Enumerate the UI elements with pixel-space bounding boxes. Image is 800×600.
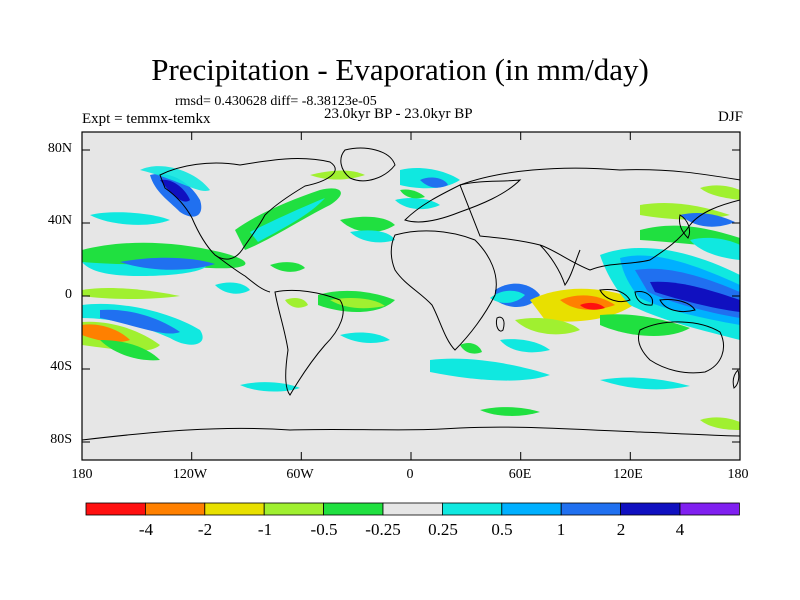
colorbar-box xyxy=(560,502,622,516)
anomaly-patch xyxy=(285,297,308,308)
anomaly-patch xyxy=(700,417,740,430)
colorbar-label: 2 xyxy=(616,520,626,539)
colorbar-box xyxy=(679,502,740,516)
colorbar-label: 4 xyxy=(675,520,685,539)
stats-text: rmsd= 0.430628 diff= -8.38123e-05 xyxy=(175,94,377,109)
lon-label-0: 0 xyxy=(406,467,414,482)
colorbar-label: 1 xyxy=(556,520,566,539)
lat-label-80n: 80N xyxy=(47,141,72,156)
anomaly-patch xyxy=(100,340,160,361)
anomaly-patch xyxy=(350,230,395,243)
plot-title: Precipitation - Evaporation (in mm/day) xyxy=(151,52,649,87)
anomaly-patch xyxy=(250,198,325,242)
anomaly-patch xyxy=(700,185,740,200)
anomaly-patch xyxy=(240,382,300,392)
anomaly-patch xyxy=(680,212,735,227)
lat-label-0: 0 xyxy=(65,287,72,302)
anomaly-patch xyxy=(160,179,190,202)
anomaly-patch xyxy=(140,166,210,191)
colorbar-label: 0.25 xyxy=(428,520,458,539)
lon-label-120e: 120E xyxy=(613,467,643,482)
anomaly-patch xyxy=(650,281,740,312)
season-label: DJF xyxy=(717,109,743,125)
anomaly-patch xyxy=(600,377,690,390)
lon-label-60e: 60E xyxy=(508,467,532,482)
lat-label-40n: 40N xyxy=(47,213,72,228)
coastlines xyxy=(82,147,740,441)
colorbar-label: -1 xyxy=(257,520,273,539)
lon-label-120w: 120W xyxy=(172,467,208,482)
colorbar-box xyxy=(263,502,325,516)
lon-label-180e: 180 xyxy=(727,467,749,482)
colorbar-box xyxy=(620,502,681,516)
anomaly-patch xyxy=(420,177,448,188)
anomaly-patch xyxy=(430,358,550,381)
colorbar-box xyxy=(323,502,384,516)
anomaly-patch xyxy=(690,237,740,260)
colorbar-box xyxy=(501,502,562,516)
lon-label-180w: 180 xyxy=(71,467,93,482)
anomaly-patch xyxy=(340,216,395,232)
lon-ticks xyxy=(81,132,741,460)
colorbar-box xyxy=(204,502,265,516)
colorbar-label: -0.25 xyxy=(365,520,401,539)
anomaly-patch xyxy=(340,332,390,343)
colorbar-label: -2 xyxy=(197,520,213,539)
anomaly-patch xyxy=(580,302,605,310)
lat-ticks xyxy=(82,149,740,443)
anomaly-patch xyxy=(330,298,385,309)
lon-label-60w: 60W xyxy=(286,467,314,482)
colorbar-label: -4 xyxy=(138,520,154,539)
anomaly-patch xyxy=(395,197,440,210)
anomaly-patch xyxy=(90,212,170,225)
colorbar xyxy=(85,502,740,516)
lat-label-80s: 80S xyxy=(50,432,72,447)
colorbar-box xyxy=(144,502,206,516)
anomaly-patch xyxy=(215,282,250,294)
colorbar-box xyxy=(85,502,146,516)
anomaly-patch xyxy=(120,257,215,270)
anomaly-field xyxy=(82,147,740,441)
anomaly-patch xyxy=(82,287,180,299)
lat-label-40s: 40S xyxy=(50,359,72,374)
anomaly-patch xyxy=(100,309,180,334)
period-text: 23.0kyr BP - 23.0kyr BP xyxy=(324,106,473,122)
anomaly-patch xyxy=(270,262,305,272)
anomaly-patch xyxy=(600,314,690,336)
experiment-label: Expt = temmx-temkx xyxy=(82,111,211,127)
colorbar-label: -0.5 xyxy=(310,520,338,539)
anomaly-patch xyxy=(500,339,550,353)
anomaly-patch xyxy=(460,342,482,354)
colorbar-box xyxy=(382,502,443,516)
colorbar-label: 0.5 xyxy=(491,520,513,539)
anomaly-patch xyxy=(480,407,540,416)
anomaly-patch xyxy=(82,324,130,343)
anomaly-patch xyxy=(400,189,425,199)
anomaly-patch xyxy=(490,290,525,303)
anomaly-patch xyxy=(515,318,580,335)
anomaly-patch xyxy=(310,170,365,180)
colorbar-box xyxy=(441,502,503,516)
